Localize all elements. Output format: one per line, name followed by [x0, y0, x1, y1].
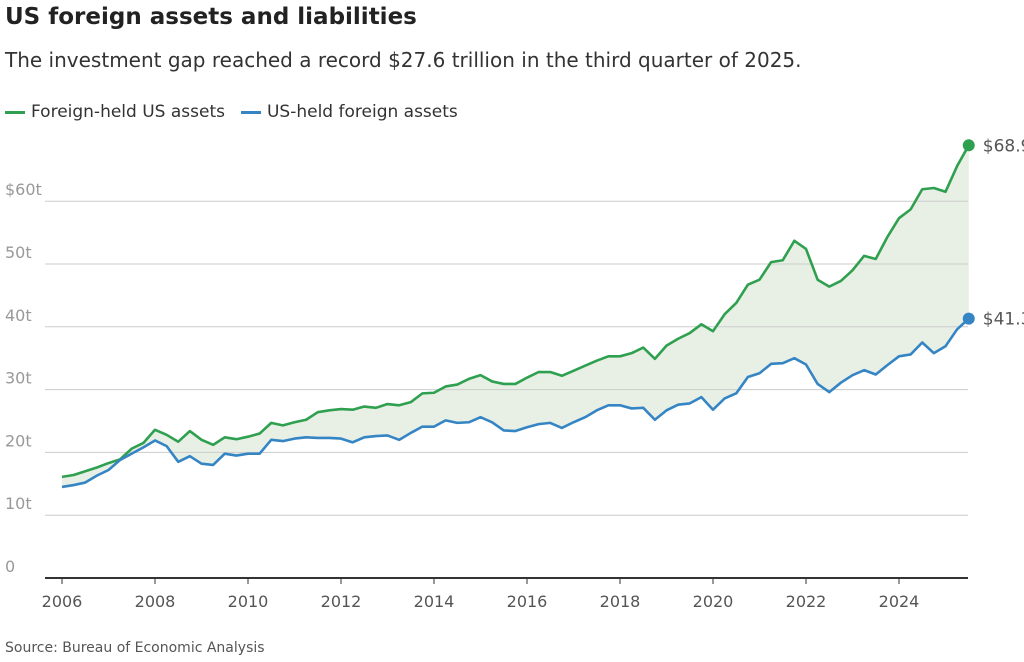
y-tick-label: 50t — [5, 243, 32, 262]
series-line-0 — [61, 144, 970, 479]
y-tick-label: 30t — [5, 369, 32, 388]
legend-item-foreign-held: Foreign-held US assets — [5, 102, 225, 122]
x-tick-label: 2012 — [321, 592, 362, 611]
source-note: Source: Bureau of Economic Analysis — [5, 640, 265, 656]
series-end-label-0: $68.9t — [983, 136, 1024, 156]
y-tick-label: 40t — [5, 306, 32, 325]
x-tick-label: 2006 — [42, 592, 83, 611]
legend-label: Foreign-held US assets — [31, 102, 225, 122]
x-tick-label: 2018 — [600, 592, 641, 611]
x-tick-label: 2014 — [414, 592, 455, 611]
legend: Foreign-held US assets US-held foreign a… — [5, 102, 458, 122]
series-end-label-1: $41.3t — [983, 310, 1024, 330]
legend-label: US-held foreign assets — [266, 102, 458, 122]
series-line-1 — [61, 317, 970, 489]
legend-swatch-green — [5, 110, 25, 114]
x-tick-label: 2022 — [786, 592, 827, 611]
legend-item-us-held: US-held foreign assets — [240, 102, 458, 122]
x-tick-label: 2016 — [507, 592, 548, 611]
chart-subtitle: The investment gap reached a record $27.… — [5, 48, 802, 72]
y-tick-label: $60t — [5, 180, 42, 199]
series-end-point-0 — [962, 139, 975, 152]
chart-title: US foreign assets and liabilities — [5, 4, 417, 30]
series-end-point-1 — [962, 312, 975, 325]
x-tick-label: 2008 — [135, 592, 176, 611]
x-tick-label: 2024 — [879, 592, 920, 611]
legend-swatch-blue — [240, 110, 261, 114]
x-tick-label: 2010 — [228, 592, 269, 611]
y-tick-label: 0 — [5, 557, 15, 576]
y-tick-label: 10t — [5, 494, 32, 513]
y-tick-label: 20t — [5, 431, 32, 450]
gap-area — [62, 145, 969, 487]
x-tick-label: 2020 — [693, 592, 734, 611]
